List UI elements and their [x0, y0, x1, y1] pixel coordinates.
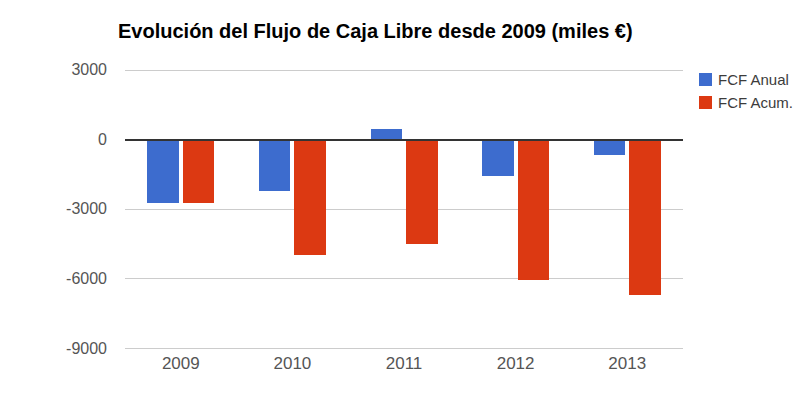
legend-label: FCF Anual: [718, 71, 789, 88]
y-axis-tick-label: 3000: [37, 61, 107, 79]
gridline: [125, 70, 683, 71]
bar-2009-fcf-acum[interactable]: [183, 140, 215, 204]
x-axis-tick-label: 2010: [273, 354, 311, 374]
y-axis-tick-label: -3000: [37, 200, 107, 218]
bar-chart: Evolución del Flujo de Caja Libre desde …: [0, 0, 799, 411]
bar-2010-fcf-anual[interactable]: [259, 140, 291, 191]
legend: FCF Anual FCF Acum.: [699, 71, 793, 118]
legend-item: FCF Acum.: [699, 94, 793, 111]
bar-2013-fcf-anual[interactable]: [594, 140, 626, 155]
bar-2009-fcf-anual[interactable]: [147, 140, 179, 204]
bar-2011-fcf-acum[interactable]: [406, 140, 438, 244]
zero-axis-line: [125, 139, 683, 141]
x-axis-tick-label: 2013: [608, 354, 646, 374]
legend-item: FCF Anual: [699, 71, 793, 88]
x-axis-tick-label: 2011: [386, 354, 423, 374]
x-axis-tick-label: 2012: [497, 354, 535, 374]
legend-label: FCF Acum.: [718, 94, 793, 111]
bar-2012-fcf-anual[interactable]: [482, 140, 514, 176]
bar-2012-fcf-acum[interactable]: [518, 140, 550, 280]
bar-2010-fcf-acum[interactable]: [294, 140, 326, 255]
gridline: [125, 209, 683, 210]
y-axis-tick-label: 0: [37, 131, 107, 149]
bar-2013-fcf-acum[interactable]: [629, 140, 661, 295]
gridline: [125, 278, 683, 279]
legend-swatch-icon: [699, 96, 712, 109]
gridline: [125, 348, 683, 349]
chart-title: Evolución del Flujo de Caja Libre desde …: [118, 20, 633, 43]
legend-swatch-icon: [699, 73, 712, 86]
x-axis-tick-label: 2009: [162, 354, 200, 374]
y-axis-tick-label: -6000: [37, 270, 107, 288]
y-axis-tick-label: -9000: [37, 340, 107, 358]
